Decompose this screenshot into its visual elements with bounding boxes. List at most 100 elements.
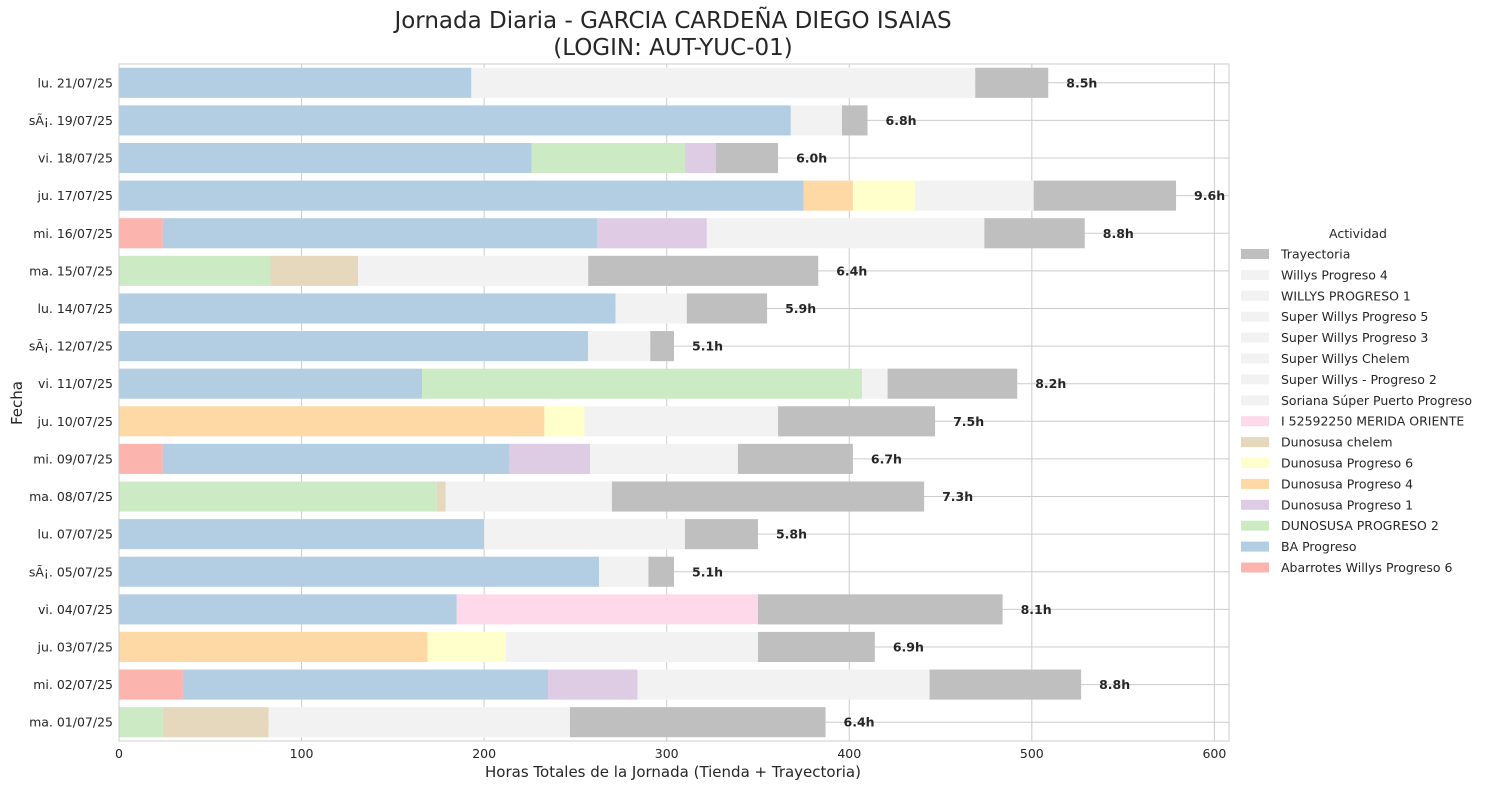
legend-entry-label: Abarrotes Willys Progreso 6 bbox=[1281, 560, 1452, 575]
bar-total-label: 5.9h bbox=[785, 301, 816, 316]
bar-segment: sÃ¡. 19/07/25 — Trayectoria bbox=[841, 105, 868, 136]
bar-segment: lu. 07/07/25 — Super Willys Progreso 3 bbox=[484, 519, 685, 550]
legend-entry-label: Super Willys Progreso 3 bbox=[1281, 330, 1428, 345]
y-tick-label: mi. 16/07/25 bbox=[33, 226, 113, 241]
bar-total-label: 6.8h bbox=[886, 113, 917, 128]
bar-total-label: 6.0h bbox=[796, 151, 827, 166]
legend-swatch bbox=[1241, 499, 1269, 510]
bar-segment: lu. 21/07/25 — Trayectoria bbox=[975, 67, 1049, 98]
y-tick-label: ju. 10/07/25 bbox=[37, 414, 113, 429]
legend-swatch bbox=[1241, 311, 1269, 322]
bar-segment: ma. 01/07/25 — Super Willys Chelem bbox=[268, 707, 570, 738]
bar-segment: mi. 09/07/25 — Abarrotes Willys Progreso… bbox=[119, 443, 163, 474]
chart-title-line-2: (LOGIN: AUT-YUC-01) bbox=[553, 35, 793, 61]
legend-swatch bbox=[1241, 269, 1269, 280]
bar-segment: ju. 17/07/25 — Super Willys Progreso 3 bbox=[914, 180, 1034, 211]
bar-segment: mi. 09/07/25 — Super Willys Progreso 3 bbox=[590, 443, 738, 474]
legend-swatch bbox=[1241, 374, 1269, 385]
bar-segment: ma. 01/07/25 — DUNOSUSA PROGRESO 2 bbox=[119, 707, 163, 738]
y-tick-label: vi. 11/07/25 bbox=[38, 376, 113, 391]
bar-segment: vi. 11/07/25 — BA Progreso bbox=[119, 368, 423, 399]
bar-segment: mi. 09/07/25 — Trayectoria bbox=[737, 443, 853, 474]
y-axis-label: Fecha bbox=[8, 381, 26, 425]
bar-segment: vi. 04/07/25 — Trayectoria bbox=[757, 594, 1003, 625]
legend-swatch bbox=[1241, 332, 1269, 343]
bar-segment: mi. 16/07/25 — BA Progreso bbox=[162, 218, 598, 249]
bar-segment: ju. 03/07/25 — Trayectoria bbox=[757, 631, 875, 663]
legend-swatch bbox=[1241, 437, 1269, 448]
bar-segment: sÃ¡. 12/07/25 — BA Progreso bbox=[119, 331, 589, 362]
bar-total-label: 6.7h bbox=[871, 451, 902, 466]
bar-segment: ma. 08/07/25 — Dunosusa chelem bbox=[436, 481, 446, 512]
legend-entry-label: Dunosusa Progreso 6 bbox=[1281, 456, 1413, 471]
bar-total-label: 6.4h bbox=[844, 715, 875, 730]
y-tick-label: sÃ¡. 05/07/25 bbox=[29, 564, 113, 579]
legend-entry-label: Dunosusa Progreso 1 bbox=[1281, 497, 1413, 512]
bar-segment: lu. 14/07/25 — Trayectoria bbox=[686, 293, 768, 324]
bar-total-label: 8.5h bbox=[1066, 75, 1097, 90]
bar-segment: mi. 02/07/25 — BA Progreso bbox=[182, 669, 549, 700]
y-tick-label: sÃ¡. 19/07/25 bbox=[29, 113, 113, 128]
y-tick-label: ma. 08/07/25 bbox=[29, 489, 113, 504]
legend-swatch bbox=[1241, 562, 1269, 573]
bar-segment: vi. 11/07/25 — DUNOSUSA PROGRESO 2 bbox=[422, 368, 863, 399]
x-tick-label: 0 bbox=[115, 746, 123, 761]
bar-segment: sÃ¡. 19/07/25 — Super Willys Progreso 3 bbox=[790, 105, 842, 136]
bar-total-label: 9.6h bbox=[1194, 188, 1225, 203]
bar-total-label: 5.1h bbox=[692, 339, 723, 354]
plot-background bbox=[119, 64, 1229, 741]
y-tick-label: mi. 02/07/25 bbox=[33, 677, 113, 692]
x-tick-label: 100 bbox=[290, 746, 314, 761]
y-tick-label: ju. 03/07/25 bbox=[37, 639, 113, 654]
chart-title-line-1: Jornada Diaria - GARCIA CARDEÑA DIEGO IS… bbox=[392, 6, 951, 34]
bar-segment: lu. 07/07/25 — Trayectoria bbox=[684, 519, 758, 550]
bar-total-label: 8.8h bbox=[1103, 226, 1134, 241]
bar-segment: mi. 02/07/25 — Dunosusa Progreso 1 bbox=[548, 669, 638, 700]
bar-segment: mi. 16/07/25 — Dunosusa Progreso 1 bbox=[597, 218, 707, 249]
bar-segment: ma. 08/07/25 — Super Willys Chelem bbox=[445, 481, 612, 512]
bar-segment: sÃ¡. 05/07/25 — BA Progreso bbox=[119, 556, 600, 587]
y-tick-label: lu. 07/07/25 bbox=[38, 527, 113, 542]
bar-segment: sÃ¡. 12/07/25 — Trayectoria bbox=[650, 331, 674, 362]
x-tick-label: 400 bbox=[837, 746, 861, 761]
x-axis-label: Horas Totales de la Jornada (Tienda + Tr… bbox=[485, 763, 861, 781]
bar-segment: ma. 08/07/25 — DUNOSUSA PROGRESO 2 bbox=[119, 481, 437, 512]
y-tick-label: sÃ¡. 12/07/25 bbox=[29, 339, 113, 354]
bar-segment: sÃ¡. 05/07/25 — Super Willys Progreso 3 bbox=[599, 556, 649, 587]
legend-entry-label: Dunosusa chelem bbox=[1281, 435, 1393, 450]
bar-segment: ju. 10/07/25 — Dunosusa Progreso 6 bbox=[544, 406, 585, 437]
bar-segment: lu. 21/07/25 — Super Willys Progreso 3 bbox=[471, 67, 976, 98]
bar-segment: lu. 14/07/25 — Super Willys Progreso 3 bbox=[615, 293, 687, 324]
legend-swatch bbox=[1241, 520, 1269, 531]
legend-entry-label: Dunosusa Progreso 4 bbox=[1281, 476, 1413, 491]
bar-total-label: 8.2h bbox=[1035, 376, 1066, 391]
plot-area: 0 100 200 300 400 500 600 lu. 21/07/25 — BA Pro… bbox=[29, 63, 1230, 761]
legend-entry-label: Super Willys Progreso 5 bbox=[1281, 309, 1428, 324]
bar-segment: mi. 09/07/25 — BA Progreso bbox=[162, 443, 510, 474]
bar-segment: ju. 17/07/25 — BA Progreso bbox=[119, 180, 804, 211]
y-tick-label: mi. 09/07/25 bbox=[33, 451, 113, 466]
bar-total-label: 5.1h bbox=[692, 564, 723, 579]
bar-segment: ju. 10/07/25 — Dunosusa Progreso 4 bbox=[119, 406, 545, 437]
y-tick-label: ma. 01/07/25 bbox=[29, 715, 113, 730]
bar-segment: ju. 10/07/25 — Super Willys Progreso 3 bbox=[584, 406, 779, 437]
legend-swatch bbox=[1241, 290, 1269, 301]
bar-segment: mi. 02/07/25 — Super Willys Progreso 3 bbox=[637, 669, 930, 700]
y-tick-label: vi. 04/07/25 bbox=[38, 602, 113, 617]
bar-segment: ma. 15/07/25 — Dunosusa chelem bbox=[270, 255, 359, 286]
y-tick-label: lu. 14/07/25 bbox=[38, 301, 113, 316]
bar-segment: vi. 18/07/25 — Dunosusa Progreso 1 bbox=[684, 142, 716, 174]
bar-segment: vi. 11/07/25 — Super Willys Progreso 3 bbox=[862, 368, 888, 399]
x-tick-label: 300 bbox=[655, 746, 679, 761]
bar-segment: ju. 03/07/25 — Dunosusa Progreso 4 bbox=[119, 631, 428, 663]
y-tick-label: ju. 17/07/25 bbox=[37, 188, 113, 203]
legend-swatch bbox=[1241, 458, 1269, 468]
y-tick-label: ma. 15/07/25 bbox=[29, 263, 113, 278]
bar-segment: vi. 04/07/25 — I 52592250 MERIDA ORIENTE bbox=[456, 594, 758, 625]
bar-segment: lu. 21/07/25 — BA Progreso bbox=[119, 67, 472, 98]
legend-title: Actividad bbox=[1329, 226, 1387, 241]
plot-frame bbox=[118, 63, 1230, 742]
legend-swatch bbox=[1241, 249, 1269, 259]
bar-segment: mi. 16/07/25 — Super Willys Progreso 3 bbox=[706, 218, 985, 249]
